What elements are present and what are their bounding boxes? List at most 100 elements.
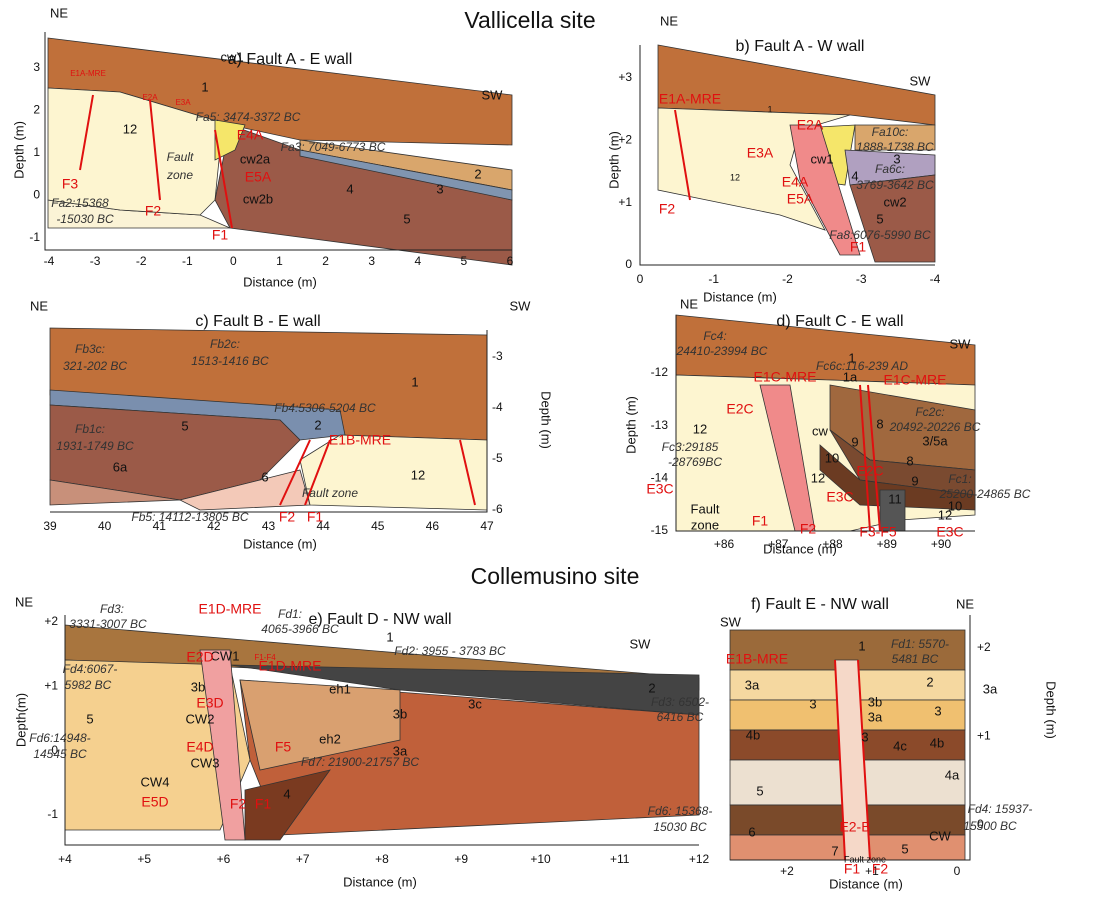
site-title: Collemusino site: [471, 563, 640, 589]
section-label: cw1: [220, 49, 243, 64]
orientation-label: SW: [482, 87, 504, 102]
orientation-label: NE: [660, 13, 678, 28]
section-label: F2: [659, 201, 676, 217]
section-label: 3b: [191, 679, 205, 694]
section-label: E2A: [797, 117, 824, 133]
section-label: 3a: [983, 681, 998, 696]
section-label: 2: [926, 674, 933, 689]
section-label: 3: [436, 181, 443, 196]
section-label: E1C-MRE: [883, 372, 946, 388]
section-label: Fa5: 3474-3372 BC: [196, 110, 301, 124]
section-label: Fc1:: [948, 472, 971, 486]
section-label: 4c: [893, 738, 907, 753]
y-tick-label: -13: [651, 418, 669, 432]
x-tick-label: -2: [136, 254, 147, 268]
section-label: zone: [691, 517, 719, 532]
section-label: F3-F5: [859, 524, 897, 540]
x-axis-label: Distance (m): [703, 289, 777, 304]
y-tick-label: +1: [44, 679, 58, 693]
section-label: 10: [825, 450, 839, 465]
section-label: E5A: [245, 169, 272, 185]
x-tick-label: +10: [530, 852, 551, 866]
panel-title: b) Fault A - W wall: [736, 38, 865, 55]
y-tick-label: -12: [651, 365, 669, 379]
section-label: F1: [255, 796, 272, 812]
x-tick-label: -3: [856, 272, 867, 286]
x-tick-label: -4: [44, 254, 55, 268]
figure: Vallicella site Collemusino site a) Faul…: [0, 0, 1114, 895]
x-tick-label: 5: [461, 254, 468, 268]
x-tick-label: +6: [217, 852, 231, 866]
section-label: 7: [831, 843, 838, 858]
panel-title: d) Fault C - E wall: [776, 313, 903, 330]
section-label: 4b: [930, 735, 944, 750]
x-tick-label: -1: [708, 272, 719, 286]
section-label: E4A: [782, 174, 809, 190]
section-label: F5: [275, 739, 292, 755]
orientation-label: NE: [956, 596, 974, 611]
y-tick-label: -3: [492, 349, 503, 363]
section-label: E3D: [196, 695, 223, 711]
x-tick-label: -4: [930, 272, 941, 286]
section-label: 1: [201, 79, 208, 94]
section-label: F2: [145, 203, 162, 219]
section-label: E2D: [186, 649, 213, 665]
section-label: 3c: [468, 696, 482, 711]
section-label: -15030 BC: [56, 212, 114, 226]
section-label: 3a: [745, 677, 760, 692]
section-label: E1C-MRE: [753, 369, 816, 385]
section-label: F1: [850, 239, 867, 255]
section-label: 5481 BC: [892, 652, 939, 666]
section-label: CW4: [141, 774, 170, 789]
section-label: 20492-20226 BC: [889, 420, 981, 434]
x-tick-label: 3: [368, 254, 375, 268]
section-label: CW3: [191, 755, 220, 770]
section-label: Fd4: 15937-: [968, 802, 1033, 816]
section-label: 12: [730, 172, 740, 182]
section-label: 3b: [393, 706, 407, 721]
section-label: 3: [861, 729, 868, 744]
x-tick-label: 4: [414, 254, 421, 268]
x-tick-label: 47: [480, 519, 494, 533]
section-label: 12: [811, 470, 825, 485]
section-label: Fd6: 15368-: [648, 804, 713, 818]
section-label: 5982 BC: [65, 678, 112, 692]
section-label: Fc2c:: [915, 405, 944, 419]
section-label: E2C: [726, 401, 753, 417]
section-label: -28769BC: [668, 455, 722, 469]
orientation-label: SW: [630, 636, 652, 651]
x-tick-label: 0: [637, 272, 644, 286]
orientation-label: NE: [50, 5, 68, 20]
orientation-label: NE: [30, 298, 48, 313]
section-label: 3331-3007 BC: [69, 617, 147, 631]
section-label: Fd3:: [100, 602, 124, 616]
x-tick-label: 39: [43, 519, 57, 533]
section-label: Fault zone: [302, 486, 358, 500]
y-tick-label: 0: [625, 257, 632, 271]
section-label: 1513-1416 BC: [191, 354, 269, 368]
section-label: E3C: [646, 481, 673, 497]
orientation-label: SW: [720, 614, 742, 629]
x-tick-label: +12: [689, 852, 710, 866]
section-label: Fb4:5306-5204 BC: [274, 401, 376, 415]
section-label: 9: [851, 434, 858, 449]
section-label: Fault zone: [844, 854, 886, 864]
section-label: Fa8:6076-5990 BC: [829, 228, 931, 242]
section-label: eh2: [319, 731, 341, 746]
section-label: 1a: [843, 369, 858, 384]
section-label: 5: [876, 211, 883, 226]
x-axis-label: Distance (m): [829, 876, 903, 891]
y-tick-label: -5: [492, 451, 503, 465]
section-label: 1: [411, 374, 418, 389]
section-label: F2: [800, 521, 817, 537]
section-label: Fb2c:: [210, 337, 240, 351]
section-label: F1: [307, 509, 324, 525]
section-label: 9: [911, 473, 918, 488]
section-label: 6: [748, 824, 755, 839]
section-label: E1B-MRE: [726, 651, 788, 667]
section-label: 6416 BC: [657, 710, 704, 724]
section-label: 4b: [746, 727, 760, 742]
section-label: 8: [876, 416, 883, 431]
section-label: E2A: [142, 93, 158, 102]
y-tick-label: +2: [977, 640, 991, 654]
